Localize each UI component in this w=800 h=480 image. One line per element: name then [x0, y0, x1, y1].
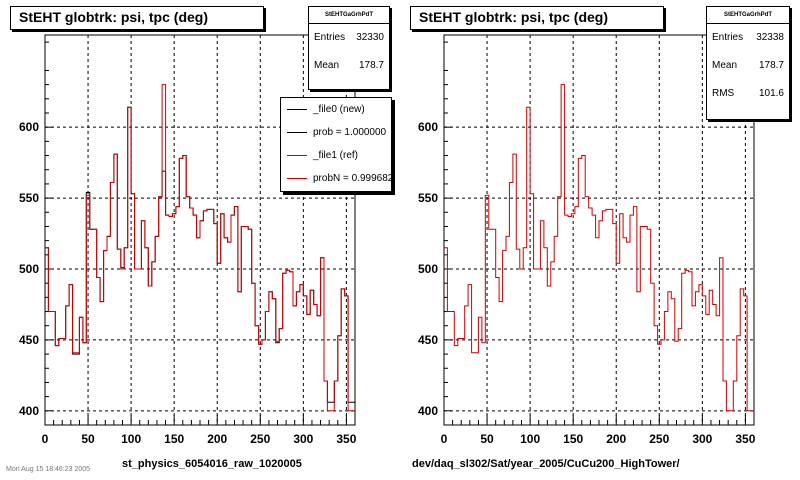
- x-tick-label: 300: [692, 432, 712, 446]
- x-tick-label: 150: [563, 432, 583, 446]
- legend-label: probN = 0.999682: [313, 173, 392, 184]
- x-tick-label: 50: [480, 432, 494, 446]
- x-tick-label: 350: [336, 432, 356, 446]
- x-tick-label: 200: [606, 432, 626, 446]
- y-tick-label: 400: [418, 404, 438, 418]
- stats-label: RMS: [712, 88, 735, 99]
- series-line-ref: [45, 84, 355, 412]
- x-tick-label: 350: [735, 432, 755, 446]
- legend-line-black: [287, 132, 307, 133]
- panel-1-xlabel: st_physics_6054016_raw_1020005: [122, 458, 302, 470]
- stats-label: Entries: [712, 32, 744, 43]
- panel-1-stats-box: StEHTGaGrhPdT Entries 32330 Mean 178.7: [308, 6, 390, 90]
- panel-2-stats-mean: Mean 178.7: [707, 52, 789, 80]
- x-tick-label: 100: [121, 432, 141, 446]
- x-tick-label: 200: [207, 432, 227, 446]
- panel-2-title: StEHT globtrk: psi, tpc (deg): [419, 9, 608, 25]
- panel-1-legend: _file0 (new) prob = 1.000000 _file1 (ref…: [280, 97, 392, 192]
- panel-1-stats-entries: Entries 32330: [309, 24, 389, 52]
- legend-label: _file1 (ref): [313, 150, 359, 161]
- x-tick-label: 100: [520, 432, 540, 446]
- legend-entry-ref: _file1 (ref): [281, 144, 391, 167]
- y-tick-label: 550: [19, 191, 39, 205]
- stats-value: 101.6: [758, 88, 784, 99]
- x-tick-label: 50: [81, 432, 95, 446]
- legend-entry-probn: probN = 0.999682: [281, 167, 391, 190]
- legend-entry-new: _file0 (new): [281, 98, 391, 121]
- y-tick-label: 450: [418, 333, 438, 347]
- x-tick-label: 0: [42, 432, 49, 446]
- y-tick-label: 500: [19, 262, 39, 276]
- stats-value: 178.7: [758, 60, 784, 71]
- x-tick-label: 0: [441, 432, 448, 446]
- y-tick-label: 400: [19, 404, 39, 418]
- y-tick-label: 450: [19, 333, 39, 347]
- panel-1-stats-mean: Mean 178.7: [309, 52, 389, 80]
- x-tick-label: 150: [164, 432, 184, 446]
- legend-line-red: [287, 155, 307, 156]
- y-tick-label: 600: [418, 120, 438, 134]
- stats-label: Mean: [314, 60, 340, 71]
- stats-value: 178.7: [358, 60, 384, 71]
- stats-label: Mean: [712, 60, 738, 71]
- legend-line-red: [287, 178, 307, 179]
- legend-label: prob = 1.000000: [313, 127, 387, 138]
- stats-value: 32338: [756, 32, 784, 43]
- panel-2-stats-entries: Entries 32338: [707, 24, 789, 52]
- y-tick-label: 600: [19, 120, 39, 134]
- panel-1-title: StEHT globtrk: psi, tpc (deg): [19, 9, 208, 25]
- stats-value: 32330: [356, 32, 384, 43]
- panel-2-stats-name: StEHTGaGrhPdT: [707, 7, 789, 24]
- legend-label: _file0 (new): [313, 104, 365, 115]
- stats-label: Entries: [314, 32, 346, 43]
- panel-2-stats-box: StEHTGaGrhPdT Entries 32338 Mean 178.7 R…: [706, 6, 790, 120]
- x-tick-label: 250: [649, 432, 669, 446]
- legend-line-black: [287, 109, 307, 110]
- panel-2-xlabel: dev/daq_sl302/Sat/year_2005/CuCu200_High…: [412, 458, 680, 470]
- timestamp-footer: Mon Aug 15 18:46:23 2005: [6, 466, 91, 473]
- panel-2-stats-rms: RMS 101.6: [707, 80, 789, 108]
- x-tick-label: 300: [293, 432, 313, 446]
- y-tick-label: 550: [418, 191, 438, 205]
- legend-entry-prob: prob = 1.000000: [281, 121, 391, 144]
- panel-2-title-box: StEHT globtrk: psi, tpc (deg): [410, 6, 664, 30]
- x-tick-label: 250: [250, 432, 270, 446]
- panel-1-title-box: StEHT globtrk: psi, tpc (deg): [10, 6, 264, 30]
- series-line-ref: [444, 84, 754, 412]
- y-tick-label: 500: [418, 262, 438, 276]
- panel-1-stats-name: StEHTGaGrhPdT: [309, 7, 389, 24]
